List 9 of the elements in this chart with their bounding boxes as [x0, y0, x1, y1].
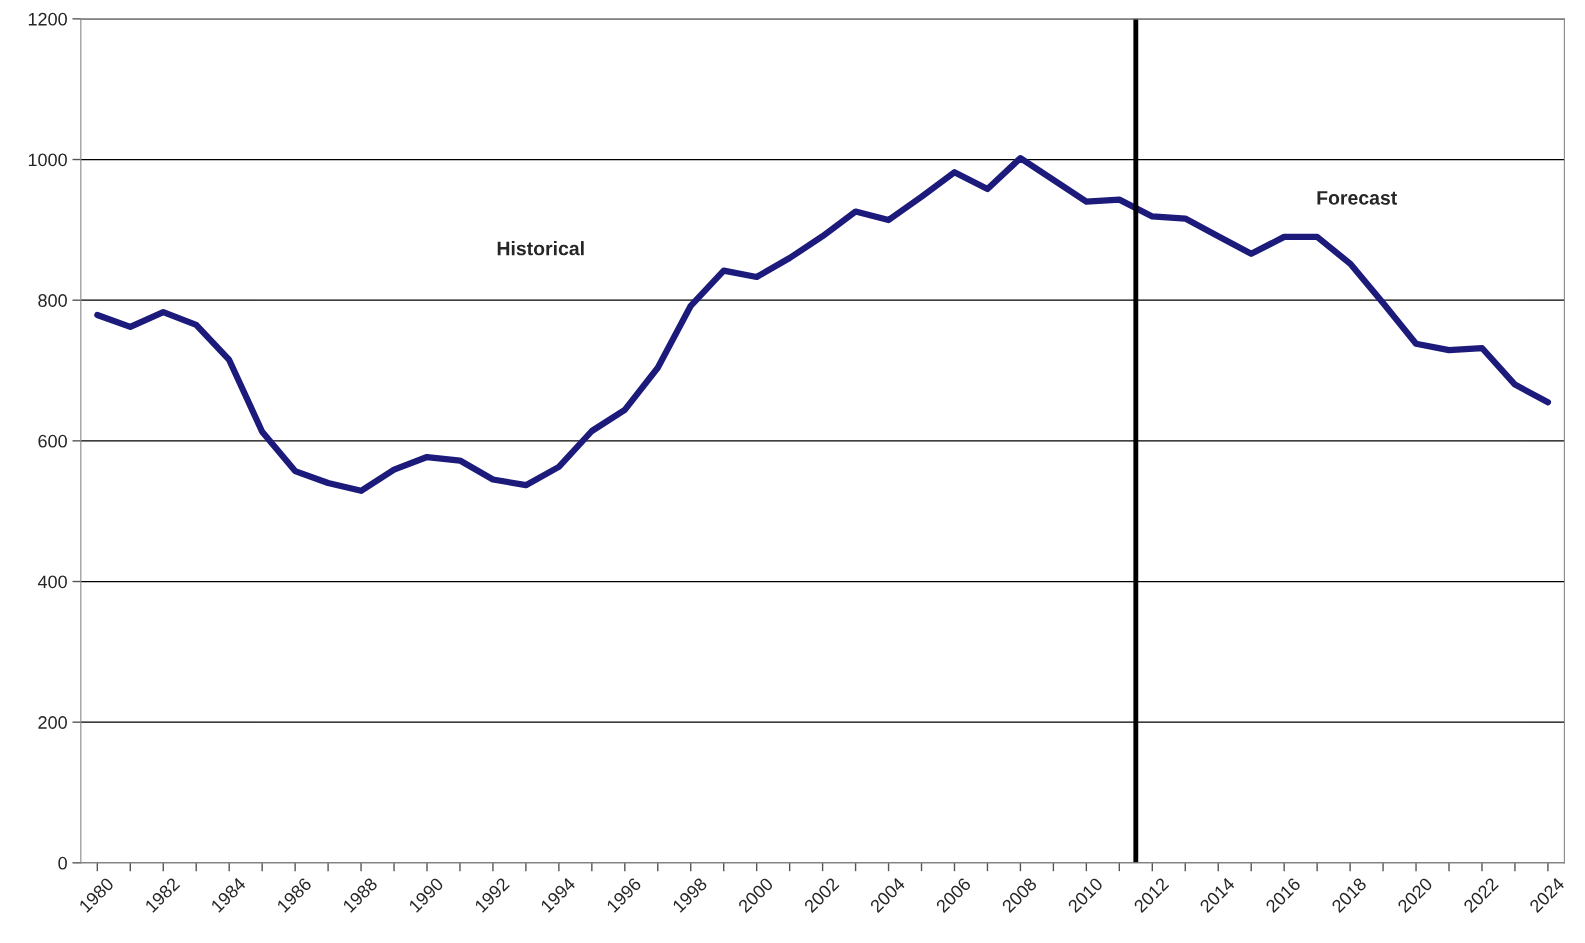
- y-tick-label: 0: [58, 856, 67, 870]
- y-tick-label: 400: [37, 575, 67, 589]
- y-tick-label: 1200: [28, 12, 67, 26]
- y-tick-label: 200: [38, 716, 67, 729]
- y-tick-label: 800: [38, 294, 67, 307]
- annotation: Forecast: [1317, 191, 1397, 205]
- y-tick-label: 600: [38, 434, 67, 448]
- annotation: Historical: [497, 241, 584, 256]
- y-tick-label: 1000: [28, 153, 67, 167]
